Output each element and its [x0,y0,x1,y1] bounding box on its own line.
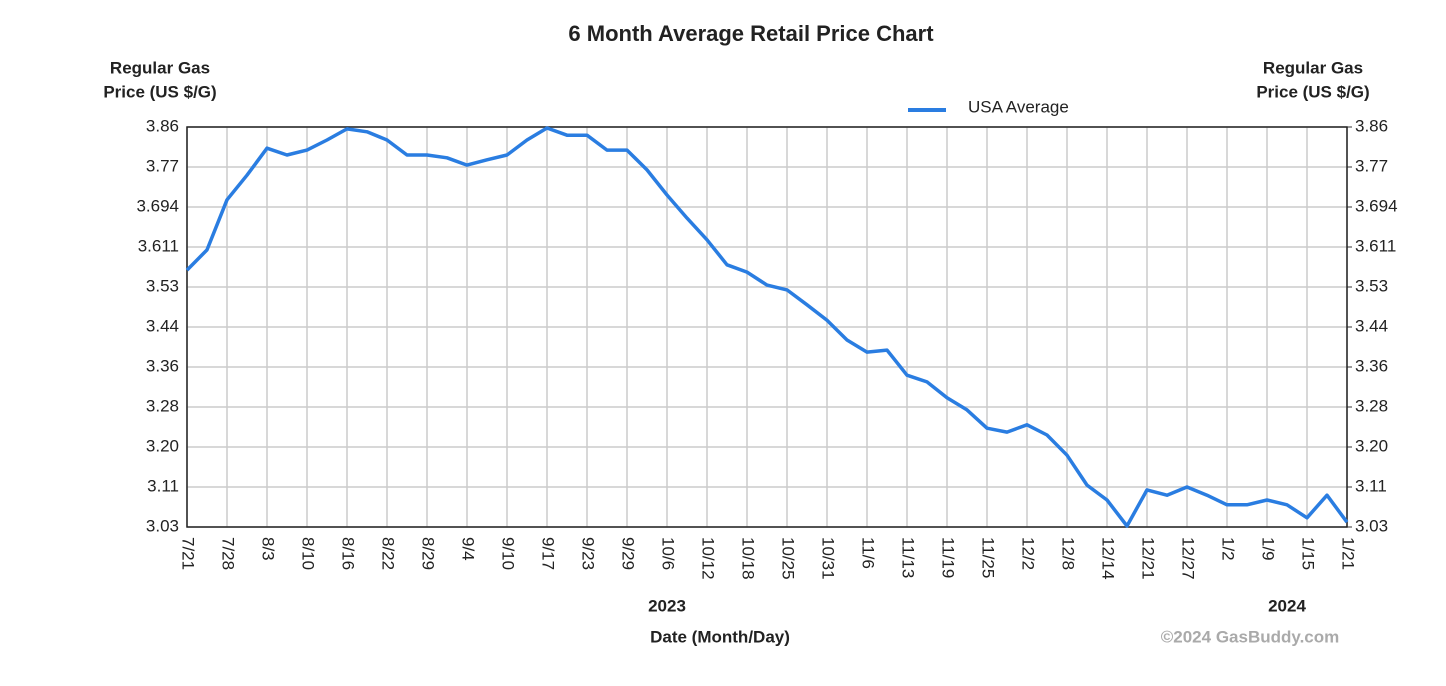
x-tick-label: 11/6 [859,537,878,569]
y-tick-label: 3.28 [146,396,179,415]
x-tick-label: 1/2 [1219,537,1238,561]
y2-axis-title: Regular Gas [1263,58,1363,77]
y-tick-label: 3.44 [146,316,179,335]
y-tick-label: 3.36 [146,356,179,375]
year-label: 2023 [648,596,686,615]
year-label: 2024 [1268,596,1306,615]
x-tick-label: 9/23 [579,537,598,570]
y2-tick-label: 3.611 [1355,236,1396,255]
y2-tick-label: 3.77 [1355,156,1388,175]
y2-tick-label: 3.44 [1355,316,1388,335]
y-tick-label: 3.20 [146,436,179,455]
plot-frame [186,126,1348,528]
x-tick-label: 11/13 [899,537,918,578]
y-tick-label: 3.03 [146,516,179,535]
x-tick-label: 10/31 [819,537,838,580]
x-tick-label: 1/15 [1299,537,1318,570]
x-tick-label: 1/9 [1259,537,1278,561]
y2-tick-label: 3.11 [1355,476,1387,495]
x-tick-label: 8/3 [259,537,278,561]
x-tick-label: 12/14 [1099,537,1118,580]
y-tick-label: 3.77 [146,156,179,175]
x-tick-label: 12/2 [1019,537,1038,570]
x-tick-label: 12/21 [1139,537,1158,580]
x-tick-label: 8/10 [299,537,318,570]
x-tick-label: 10/6 [659,537,678,570]
x-tick-label: 10/18 [739,537,758,580]
x-tick-label: 9/29 [619,537,638,570]
x-tick-label: 9/17 [539,537,558,570]
x-tick-label: 8/29 [419,537,438,570]
x-tick-label: 12/8 [1059,537,1078,570]
x-tick-label: 9/10 [499,537,518,570]
y2-axis-title: Price (US $/G) [1256,82,1369,101]
data-line [185,126,1349,528]
y-tick-label: 3.11 [147,476,179,495]
y-tick-label: 3.611 [138,236,179,255]
legend-label: USA Average [968,97,1069,116]
x-tick-label: 8/16 [339,537,358,570]
y2-tick-label: 3.53 [1355,276,1388,295]
y2-tick-label: 3.28 [1355,396,1388,415]
x-tick-label: 10/12 [699,537,718,580]
y2-tick-label: 3.36 [1355,356,1388,375]
x-tick-label: 12/27 [1179,537,1198,580]
x-tick-label: 7/21 [179,537,198,570]
y2-tick-label: 3.20 [1355,436,1388,455]
y-axis-title: Price (US $/G) [103,82,216,101]
x-tick-label: 8/22 [379,537,398,570]
y2-tick-label: 3.694 [1355,196,1398,215]
x-tick-label: 11/19 [939,537,958,578]
y-tick-label: 3.53 [146,276,179,295]
x-tick-label: 11/25 [979,537,998,578]
x-tick-label: 10/25 [779,537,798,580]
y2-tick-label: 3.86 [1355,116,1388,135]
y2-tick-label: 3.03 [1355,516,1388,535]
chart-title: 6 Month Average Retail Price Chart [568,21,934,46]
y-tick-label: 3.86 [146,116,179,135]
x-axis-title: Date (Month/Day) [650,627,790,646]
y-tick-label: 3.694 [136,196,179,215]
x-tick-label: 9/4 [459,537,478,561]
x-tick-label: 1/21 [1339,537,1358,570]
x-tick-label: 7/28 [219,537,238,570]
credit: ©2024 GasBuddy.com [1161,627,1340,646]
y-axis-title: Regular Gas [110,58,210,77]
